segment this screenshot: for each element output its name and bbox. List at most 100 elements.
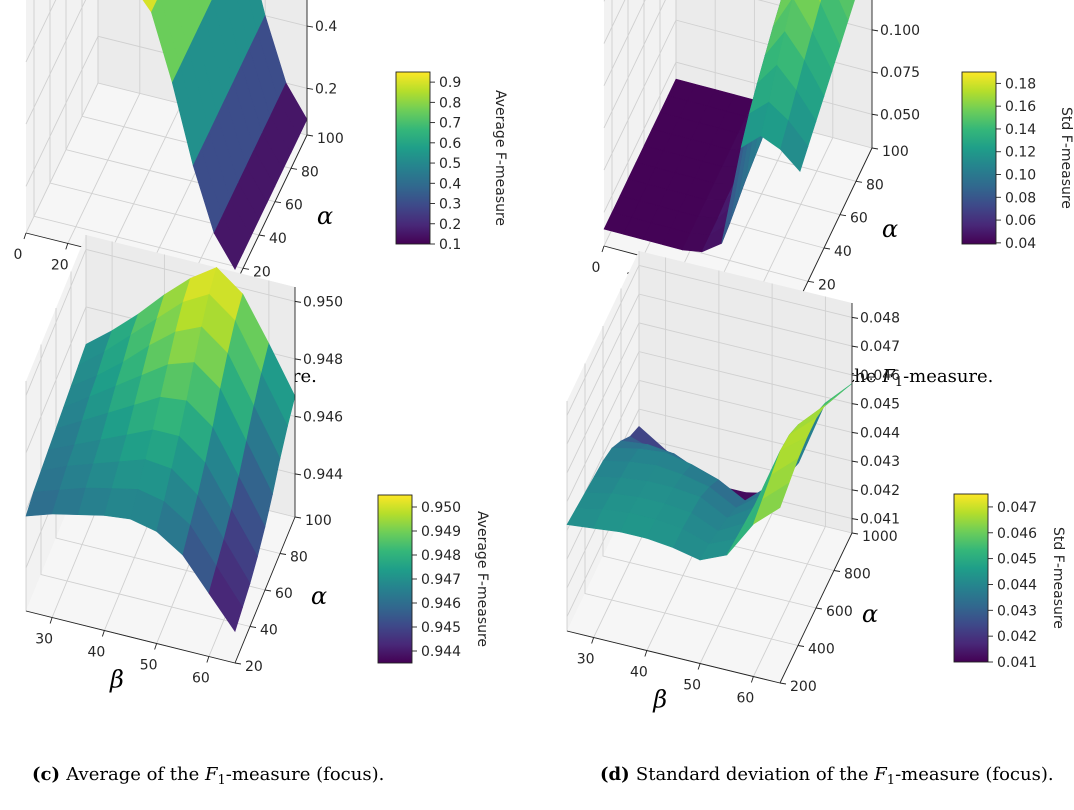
y-tick [279, 553, 287, 555]
y-tick [258, 234, 266, 237]
colorbar [395, 71, 431, 245]
surface-cell [199, 0, 213, 17]
y-tick-label: 60 [275, 586, 293, 602]
z-tick [851, 345, 859, 348]
colorbar-tick-label: 0.7 [439, 116, 461, 132]
left-pane [26, 0, 98, 233]
y-axis-line [799, 147, 873, 299]
colorbar-tick-label: 0.047 [997, 500, 1037, 516]
y-tick-label: 100 [317, 131, 344, 147]
y-tick [823, 247, 831, 250]
caption-sub: 1 [218, 773, 226, 788]
grid-line [566, 351, 853, 502]
colorbar-tick-label: 0.18 [1005, 76, 1036, 92]
caption-suffix: -measure (focus). [895, 764, 1054, 785]
colorbar-tick-label: 0.947 [421, 572, 461, 588]
colorbar-tick-label: 0.6 [439, 136, 461, 152]
grid-line [584, 363, 799, 646]
caption-sub: 1 [887, 773, 895, 788]
y-tick-label: 200 [790, 679, 817, 695]
x-axis-label: β [652, 686, 667, 714]
x-tick-label: 0 [14, 247, 23, 263]
y-axis-label: α [882, 215, 898, 243]
caption-sym: F [204, 764, 219, 785]
y-tick [290, 167, 298, 170]
caption-suffix: -measure (focus). [226, 764, 385, 785]
z-tick [294, 473, 302, 476]
z-tick [851, 403, 859, 406]
y-tick [294, 516, 302, 519]
z-tick [306, 25, 314, 28]
left-pane [604, 0, 676, 246]
colorbar-label: Average F-measure [492, 90, 508, 226]
grid-line [603, 0, 646, 86]
z-tick-label: 0.944 [303, 467, 343, 483]
x-tick-label: 60 [192, 671, 210, 687]
colorbar-tick-label: 0.4 [439, 176, 461, 192]
x-tick [154, 643, 158, 650]
y-tick-label: 60 [850, 211, 868, 227]
z-tick-label: 0.046 [860, 368, 900, 384]
y-tick-label: 80 [866, 177, 884, 193]
y-tick [807, 280, 815, 283]
z-tick [871, 71, 879, 74]
colorbar [377, 494, 413, 664]
y-tick [779, 682, 787, 685]
x-axis-label: β [109, 666, 124, 694]
y-tick [249, 626, 257, 628]
surface-cell [213, 215, 244, 271]
z-tick-label: 0.043 [860, 454, 900, 470]
y-tick-label: 80 [301, 164, 319, 180]
y-tick-label: 40 [834, 244, 852, 260]
colorbar-tick-label: 0.10 [1005, 168, 1036, 184]
grid-line [566, 264, 853, 416]
grid-line [566, 293, 853, 445]
x-tick [601, 245, 605, 253]
x-tick [49, 617, 53, 624]
colorbar-tick-label: 0.045 [997, 552, 1037, 568]
colorbar-tick-label: 0.950 [421, 500, 461, 516]
y-tick [264, 589, 272, 592]
caption-sym: F [881, 366, 896, 387]
z-tick-label: 0.050 [880, 107, 920, 123]
y-tick [797, 645, 805, 647]
y-axis-label: α [862, 600, 878, 628]
z-tick-label: 0.2 [315, 81, 337, 97]
z-tick-label: 0.948 [303, 352, 343, 368]
y-axis-label: α [311, 582, 327, 610]
x-tick-label: 0 [592, 260, 601, 276]
y-axis-line [234, 134, 308, 286]
z-tick [294, 358, 302, 361]
colorbar [953, 493, 989, 663]
colorbar-tick-label: 0.08 [1005, 190, 1036, 206]
y-tick [306, 134, 314, 137]
y-tick-label: 40 [269, 231, 287, 247]
y-tick [242, 267, 250, 270]
y-tick-label: 800 [844, 567, 871, 583]
z-tick [851, 374, 859, 377]
x-tick-label: 20 [51, 257, 69, 273]
y-axis-label: α [317, 202, 333, 230]
y-tick-label: 100 [882, 144, 909, 160]
colorbar-tick-label: 0.945 [421, 620, 461, 636]
grid-line [602, 326, 817, 609]
colorbar-tick-label: 0.046 [997, 526, 1037, 542]
x-tick [697, 663, 701, 670]
grid-line [566, 322, 853, 474]
colorbar-tick-label: 0.2 [439, 217, 461, 233]
caption-prefix: Average of the [65, 764, 205, 785]
z-tick [871, 113, 879, 116]
x-tick [206, 656, 210, 663]
colorbar-tick-label: 0.044 [997, 577, 1037, 593]
colorbar-tick-label: 0.3 [439, 197, 461, 213]
y-tick [833, 570, 841, 572]
y-tick-label: 80 [290, 550, 308, 566]
x-axis-line [25, 610, 236, 664]
z-tick [851, 316, 859, 319]
colorbar-tick-label: 0.06 [1005, 213, 1036, 229]
y-tick [234, 662, 242, 665]
colorbar-tick-label: 0.8 [439, 95, 461, 111]
z-tick [851, 489, 859, 492]
y-tick-label: 20 [245, 659, 263, 675]
z-tick-label: 0.4 [315, 19, 337, 35]
